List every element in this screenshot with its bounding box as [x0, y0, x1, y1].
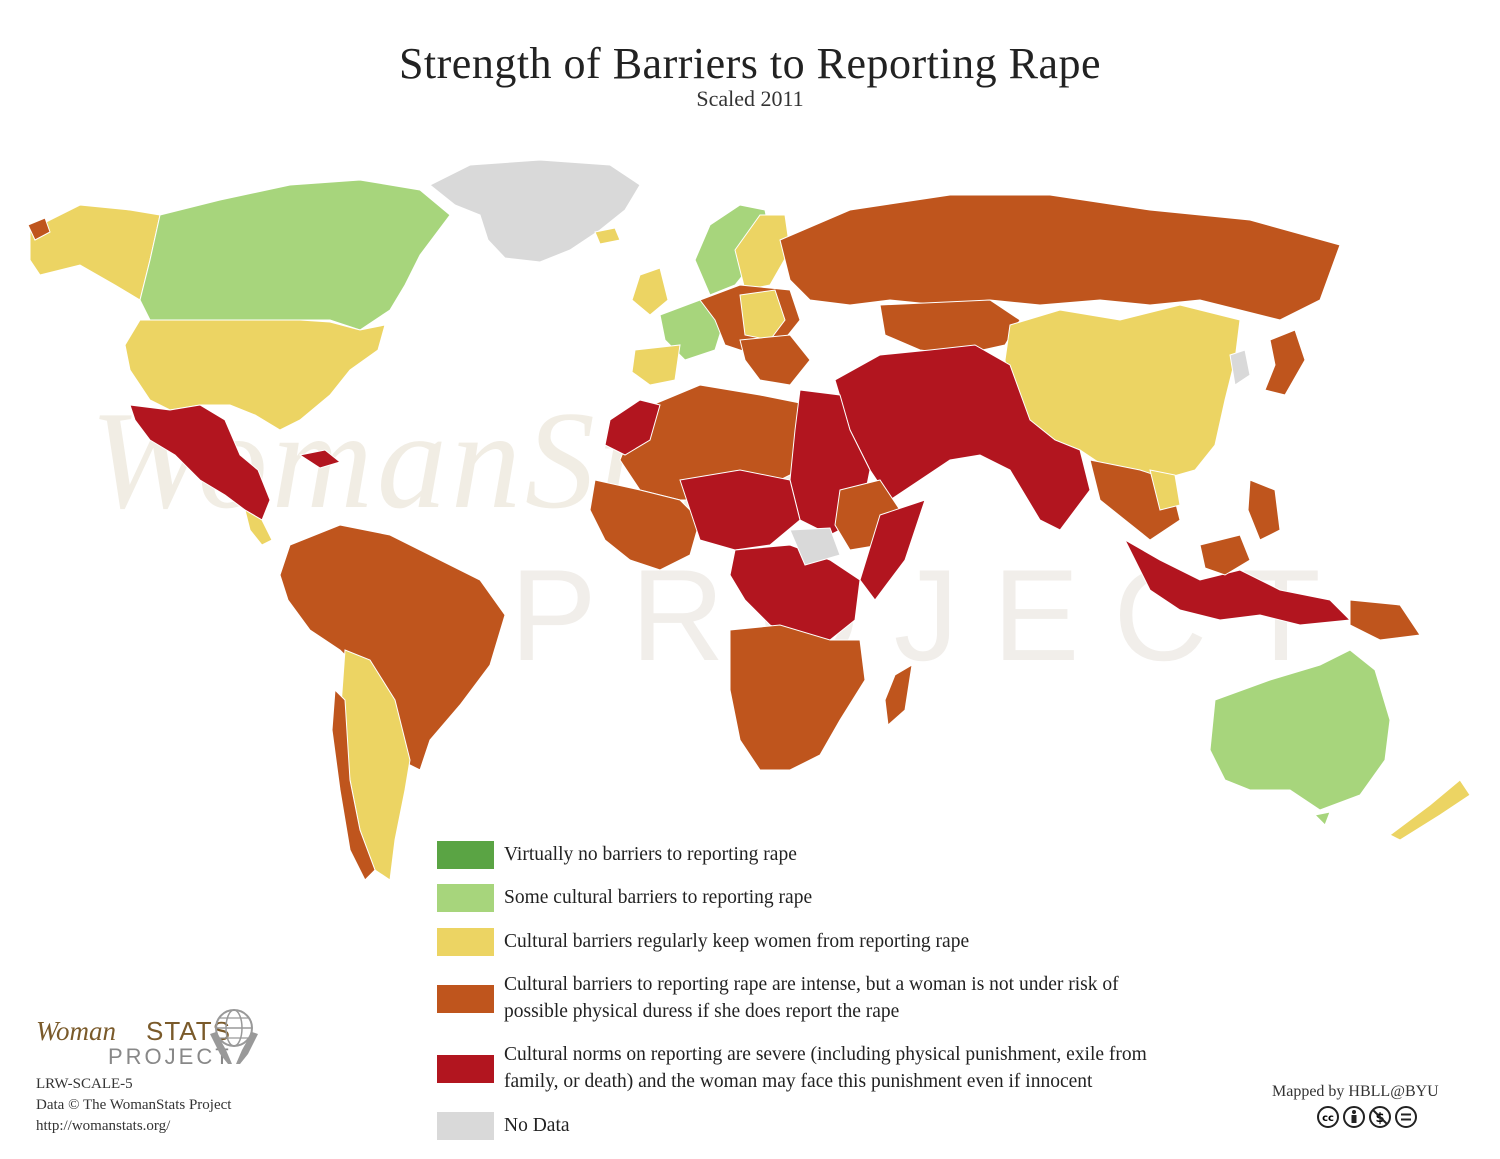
region-balkans	[739, 334, 811, 386]
map-title: Strength of Barriers to Reporting Rape	[398, 39, 1102, 88]
region-chile	[331, 688, 376, 881]
svg-text:cc: cc	[1322, 1113, 1334, 1124]
region-australia	[1209, 649, 1391, 811]
legend-label: Virtually no barriers to reporting rape	[504, 844, 797, 865]
region-png	[1349, 599, 1421, 641]
region-madagascar	[884, 664, 913, 727]
watermark-project-text: PROJECT	[510, 542, 1355, 688]
region-west-africa	[589, 479, 701, 571]
nd-icon	[1395, 1106, 1417, 1128]
legend-swatch	[437, 841, 494, 869]
region-greenland	[429, 159, 641, 263]
nc-icon: $	[1369, 1106, 1391, 1128]
region-russia	[779, 194, 1341, 321]
svg-text:$: $	[1375, 1111, 1384, 1126]
region-japan	[1264, 329, 1306, 396]
region-iceland	[594, 227, 621, 245]
legend-label-line1: Cultural barriers to reporting rape are …	[504, 974, 1119, 995]
region-central-america	[244, 508, 273, 546]
creative-commons-badge: cc $	[1317, 1106, 1417, 1128]
credits: LRW-SCALE-5 Data © The WomanStats Projec…	[36, 1074, 231, 1137]
region-korea	[1229, 349, 1251, 386]
map-subtitle: Scaled 2011	[696, 86, 804, 111]
logo-woman-text: Woman	[36, 1016, 117, 1046]
legend-swatch	[437, 1055, 494, 1083]
region-alaska	[29, 204, 161, 301]
legend-label-line2: family, or death) and the woman may face…	[504, 1071, 1093, 1092]
legend-label: Some cultural barriers to reporting rape	[504, 887, 813, 908]
credit-code: LRW-SCALE-5	[36, 1076, 133, 1092]
legend-swatch	[437, 1112, 494, 1140]
region-thailand	[1149, 469, 1181, 511]
region-central-asia	[879, 299, 1021, 356]
legend-swatch	[437, 884, 494, 912]
region-borneo	[1199, 534, 1251, 576]
region-morocco	[604, 399, 661, 456]
region-iberia	[631, 344, 681, 386]
legend-swatch	[437, 985, 494, 1013]
logo-project-text: PROJECT	[108, 1044, 232, 1069]
mapped-by: Mapped by HBLL@BYU	[1272, 1083, 1439, 1100]
region-mexico	[129, 404, 271, 521]
region-somalia	[859, 499, 926, 601]
region-usa	[124, 319, 386, 431]
region-canada	[139, 179, 451, 331]
region-sahel	[679, 469, 801, 551]
region-alaska-tip	[27, 217, 51, 241]
womanstats-logo: Woman STATS PROJECT	[36, 1008, 266, 1072]
cc-icon: cc	[1317, 1106, 1339, 1128]
globe-hands-icon	[210, 1009, 258, 1064]
region-tasmania	[1313, 811, 1331, 826]
legend-label: Cultural barriers regularly keep women f…	[504, 931, 970, 952]
legend-label: No Data	[504, 1115, 570, 1136]
credit-url[interactable]: http://womanstats.org/	[36, 1118, 171, 1134]
legend-swatch	[437, 928, 494, 956]
credit-data: Data © The WomanStats Project	[36, 1097, 232, 1113]
legend-label-line2: possible physical duress if she does rep…	[504, 1001, 900, 1022]
region-south-america	[279, 524, 506, 771]
by-icon	[1343, 1106, 1365, 1128]
legend-label-line1: Cultural norms on reporting are severe (…	[504, 1044, 1147, 1065]
region-uk	[631, 267, 669, 316]
region-philippines	[1247, 479, 1281, 541]
region-southern-africa	[729, 624, 866, 771]
region-caribbean	[298, 449, 342, 469]
region-eastern-europe	[739, 289, 786, 341]
region-central-africa	[729, 544, 861, 641]
region-new-zealand	[1389, 779, 1471, 841]
region-south-sudan	[789, 527, 841, 566]
